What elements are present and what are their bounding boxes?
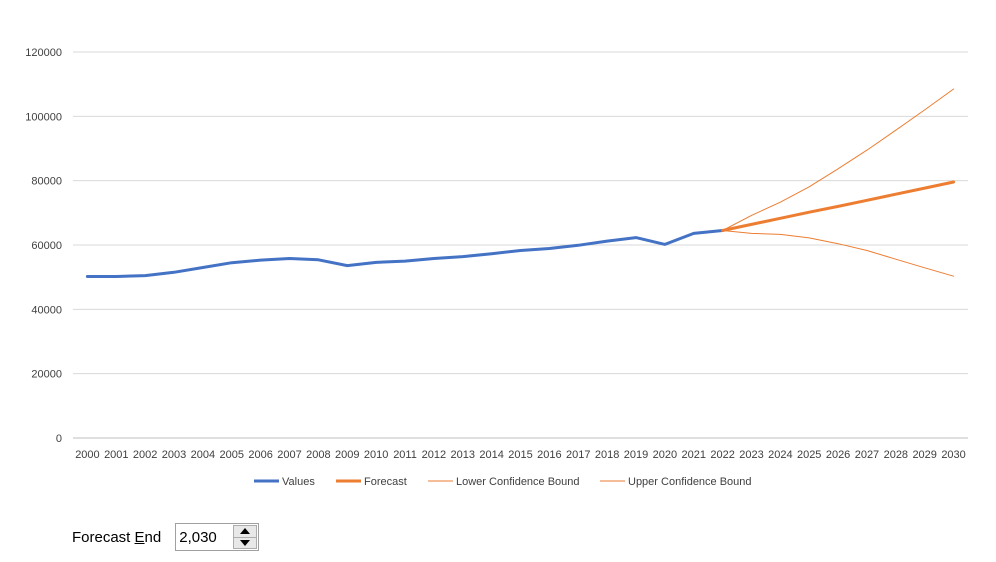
forecast-end-control: Forecast End [72, 522, 260, 552]
series-line-lower-confidence-bound [722, 230, 955, 277]
x-tick-label: 2007 [277, 449, 301, 461]
x-tick-label: 2006 [248, 449, 272, 461]
y-tick-label: 20000 [31, 369, 62, 381]
x-tick-label: 2002 [133, 449, 157, 461]
x-tick-label: 2001 [104, 449, 128, 461]
x-tick-label: 2009 [335, 449, 359, 461]
forecast-end-label-part: nd [144, 528, 162, 546]
x-tick-label: 2022 [710, 449, 734, 461]
x-tick-label: 2013 [451, 449, 475, 461]
x-tick-label: 2012 [422, 449, 446, 461]
x-tick-label: 2015 [508, 449, 532, 461]
x-tick-label: 2027 [855, 449, 879, 461]
legend-label: Lower Confidence Bound [456, 476, 580, 488]
x-tick-label: 2018 [595, 449, 619, 461]
forecast-end-label-accesskey: E [134, 528, 145, 546]
x-tick-label: 2029 [912, 449, 936, 461]
x-tick-label: 2011 [393, 449, 417, 461]
x-tick-label: 2010 [364, 449, 388, 461]
legend-label: Forecast [364, 476, 407, 488]
y-tick-label: 120000 [25, 47, 62, 59]
x-tick-label: 2021 [681, 449, 705, 461]
x-tick-label: 2030 [941, 449, 965, 461]
x-tick-label: 2016 [537, 449, 561, 461]
triangle-up-icon [240, 528, 251, 535]
forecast-end-label: Forecast End [72, 529, 161, 546]
series-line-values [85, 229, 725, 278]
forecast-end-spinner [175, 523, 260, 551]
x-tick-label: 2019 [624, 449, 648, 461]
legend-label: Values [282, 476, 315, 488]
y-tick-label: 80000 [31, 176, 62, 188]
y-tick-label: 40000 [31, 304, 62, 316]
x-tick-label: 2026 [826, 449, 850, 461]
spin-up-button[interactable] [233, 525, 258, 538]
x-tick-label: 2000 [75, 449, 99, 461]
x-tick-label: 2017 [566, 449, 590, 461]
x-tick-label: 2014 [479, 449, 503, 461]
y-tick-label: 60000 [31, 240, 62, 252]
forecast-end-input[interactable] [176, 525, 236, 549]
series-line-upper-confidence-bound [722, 88, 955, 231]
x-tick-label: 2004 [191, 449, 215, 461]
spin-down-button[interactable] [233, 537, 258, 549]
x-tick-label: 2005 [220, 449, 244, 461]
triangle-down-icon [240, 539, 251, 546]
x-tick-label: 2024 [768, 449, 792, 461]
forecast-chart: 0 20000 40000 60000 80000 100000 120000 2000 200… [25, 47, 968, 488]
series-line-forecast [721, 180, 956, 232]
spinner-buttons [233, 525, 258, 549]
x-tick-label: 2025 [797, 449, 821, 461]
forecast-end-label-part: Forecast [72, 528, 135, 546]
x-tick-label: 2020 [653, 449, 677, 461]
y-tick-label: 100000 [25, 111, 62, 123]
x-tick-label: 2028 [884, 449, 908, 461]
x-tick-label: 2003 [162, 449, 186, 461]
y-tick-label: 0 [56, 433, 62, 445]
legend-label: Upper Confidence Bound [628, 476, 752, 488]
x-tick-label: 2008 [306, 449, 330, 461]
x-tick-label: 2023 [739, 449, 763, 461]
